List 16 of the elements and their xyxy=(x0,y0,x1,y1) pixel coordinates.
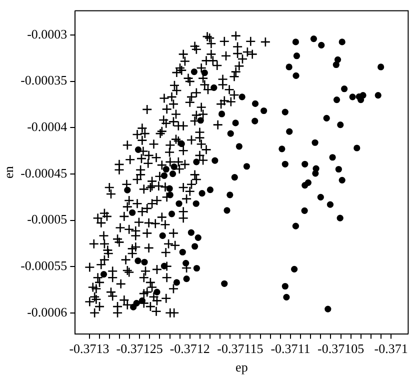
y-tick-label: -0.0004 xyxy=(27,119,68,134)
y-tick-label: -0.00035 xyxy=(20,72,68,88)
y-tick-label: -0.00045 xyxy=(20,165,68,180)
x-tick-label: -0.3712 xyxy=(170,341,210,356)
x-tick-label: -0.371 xyxy=(374,341,408,356)
x-tick-label: -0.37115 xyxy=(217,341,264,356)
y-tick-label: -0.00055 xyxy=(20,258,68,274)
y-tick-label: -0.0003 xyxy=(27,26,68,42)
x-tick-label: -0.37105 xyxy=(317,341,364,356)
y-tick-label: -0.0005 xyxy=(27,212,68,227)
x-tick-label: -0.3713 xyxy=(69,341,110,356)
x-tick-label: -0.37125 xyxy=(116,341,163,356)
y-axis-title: en xyxy=(1,166,16,178)
x-axis-title: ep xyxy=(236,360,248,375)
y-tick-label: -0.0006 xyxy=(27,304,68,320)
x-tick-label: -0.3711 xyxy=(270,341,310,356)
